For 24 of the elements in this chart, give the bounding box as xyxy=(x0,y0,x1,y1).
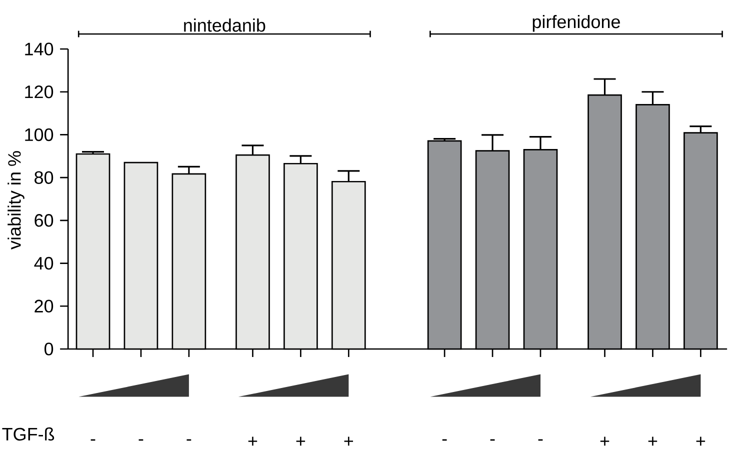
text: nintedanib xyxy=(184,18,266,32)
x-tick-label: - xyxy=(90,439,96,441)
y-tick-label: 0 xyxy=(44,342,54,356)
y-tick-label: 20 xyxy=(34,300,54,313)
x-tick-label: + xyxy=(296,436,306,446)
x-tick-label: - xyxy=(138,439,144,441)
x-axis-title: TGF-ß xyxy=(2,427,54,441)
y-tick-label: 80 xyxy=(34,171,54,184)
x-tick-label: + xyxy=(696,436,706,446)
y-tick-label: 40 xyxy=(34,256,54,270)
x-tick-label: - xyxy=(186,439,192,441)
x-tick-label: - xyxy=(490,439,495,441)
y-tick-label: 120 xyxy=(25,85,54,98)
x-tick-label: + xyxy=(600,436,610,446)
x-tick-label: + xyxy=(248,436,258,446)
y-tick-label: 100 xyxy=(25,128,54,142)
y-tick-label: 140 xyxy=(25,42,54,56)
x-tick-label: + xyxy=(648,436,658,446)
x-tick-label: + xyxy=(344,436,354,446)
x-tick-label: - xyxy=(538,439,543,441)
y-tick-label: 60 xyxy=(34,214,54,227)
y-axis-title: viability in % xyxy=(8,151,24,250)
text: pirfenidone xyxy=(532,14,620,32)
x-tick-label: - xyxy=(442,439,447,441)
